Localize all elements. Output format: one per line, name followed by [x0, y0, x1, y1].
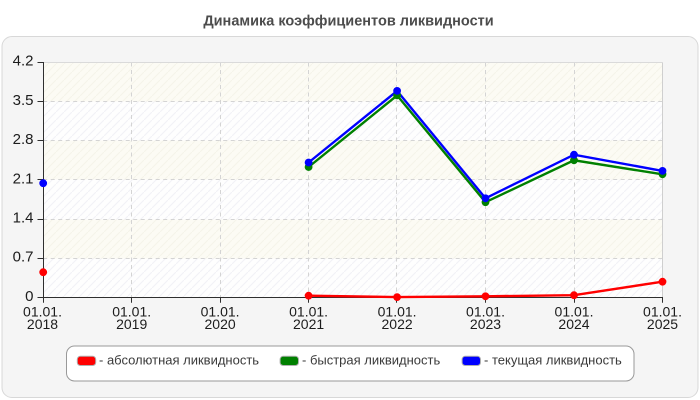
svg-text:01.01.: 01.01.: [378, 304, 417, 320]
svg-text:01.01.: 01.01.: [23, 304, 62, 320]
svg-text:2023: 2023: [470, 316, 501, 332]
svg-text:Динамика коэффициентов ликвидн: Динамика коэффициентов ликвидности: [203, 13, 493, 29]
svg-text:2019: 2019: [116, 316, 147, 332]
svg-text:2.1: 2.1: [13, 170, 34, 187]
svg-text:- быстрая ликвидность: - быстрая ликвидность: [302, 353, 440, 368]
svg-text:2025: 2025: [647, 316, 678, 332]
svg-text:01.01.: 01.01.: [201, 304, 240, 320]
svg-text:2024: 2024: [558, 316, 589, 332]
svg-text:2.8: 2.8: [13, 131, 34, 148]
svg-text:2021: 2021: [293, 316, 324, 332]
svg-text:01.01.: 01.01.: [466, 304, 505, 320]
svg-text:2020: 2020: [205, 316, 236, 332]
svg-text:- абсолютная ликвидность: - абсолютная ликвидность: [99, 353, 259, 368]
svg-text:3.5: 3.5: [13, 92, 34, 109]
svg-text:01.01.: 01.01.: [643, 304, 682, 320]
svg-text:4.2: 4.2: [13, 53, 34, 70]
svg-text:01.01.: 01.01.: [289, 304, 328, 320]
svg-text:1.4: 1.4: [13, 210, 34, 227]
svg-text:01.01.: 01.01.: [555, 304, 594, 320]
svg-text:2018: 2018: [27, 316, 58, 332]
svg-text:2022: 2022: [382, 316, 413, 332]
svg-text:0: 0: [25, 288, 33, 305]
svg-text:0.7: 0.7: [13, 249, 34, 266]
svg-text:- текущая ликвидность: - текущая ликвидность: [484, 353, 622, 368]
svg-text:01.01.: 01.01.: [112, 304, 151, 320]
